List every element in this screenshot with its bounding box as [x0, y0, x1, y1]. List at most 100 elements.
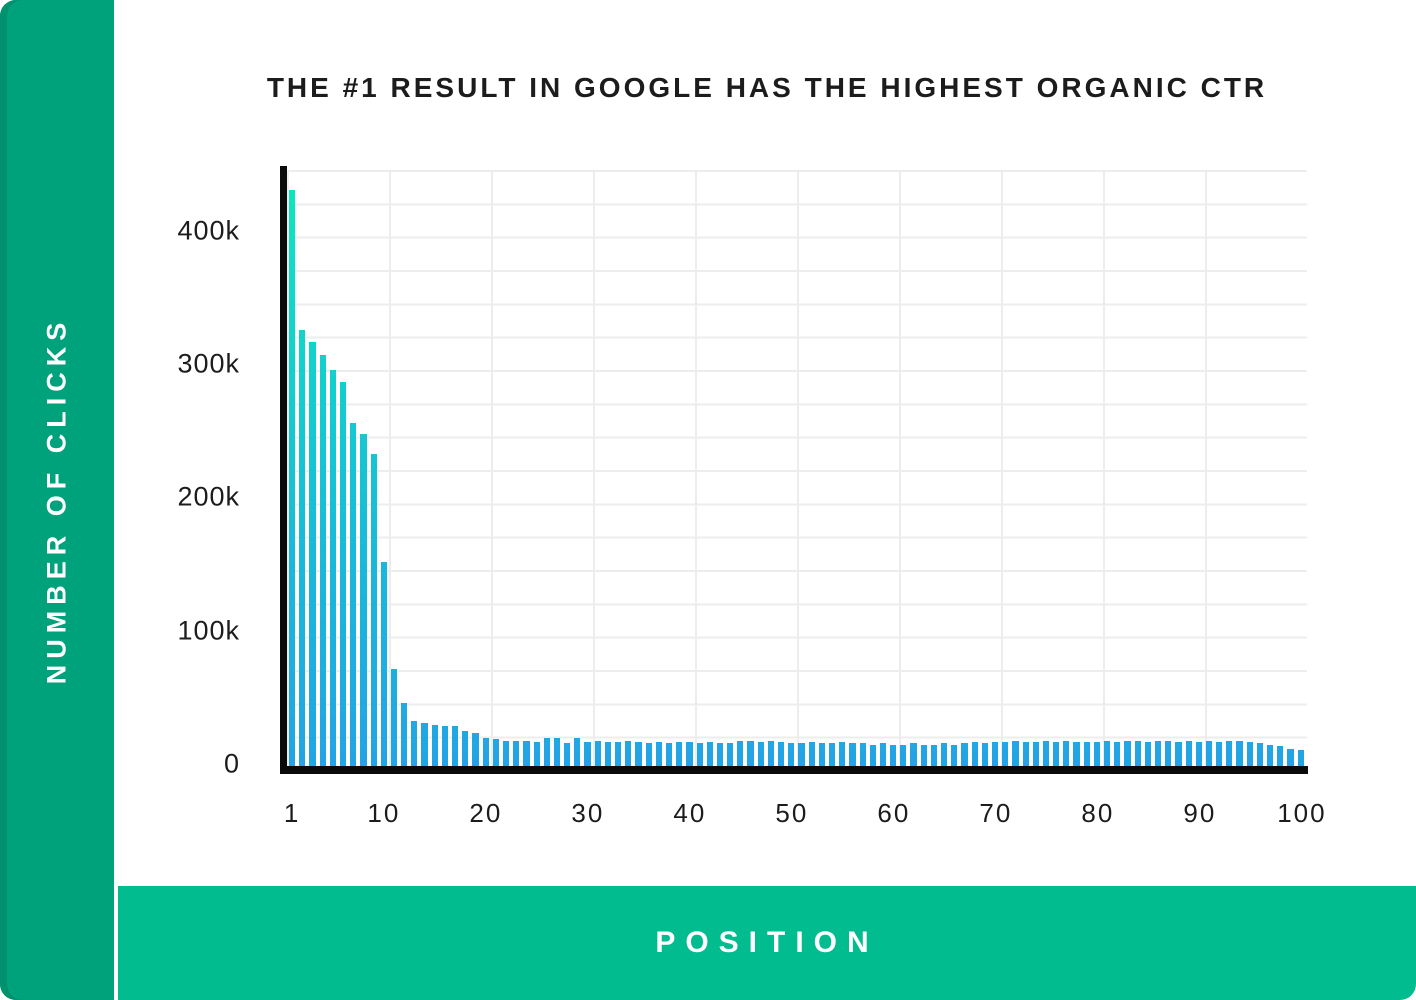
bar-position-98 — [1277, 746, 1284, 770]
bar-position-31 — [594, 740, 601, 770]
bar-position-27 — [553, 738, 561, 770]
bar-position-10 — [380, 562, 387, 770]
bar-position-70 — [991, 742, 999, 770]
y-tick-label: 400k — [177, 215, 240, 246]
bar-position-21 — [492, 739, 499, 770]
bar-position-77 — [1063, 740, 1070, 770]
bar-position-71 — [1002, 742, 1009, 770]
x-tick-label: 50 — [775, 798, 809, 828]
bar-position-44 — [727, 743, 734, 770]
bar-position-3 — [309, 342, 316, 770]
bar-position-54 — [828, 743, 836, 770]
bars — [287, 170, 1307, 770]
bar-position-85 — [1144, 742, 1151, 770]
bar-position-83 — [1124, 740, 1131, 770]
bar-position-1 — [289, 190, 296, 770]
bar-position-22 — [502, 740, 510, 770]
bar-position-97 — [1267, 744, 1274, 770]
bar-position-60 — [890, 744, 897, 770]
x-axis-banner: POSITION — [118, 886, 1416, 1000]
y-axis-line — [280, 166, 287, 774]
bar-position-33 — [615, 742, 622, 770]
bar-position-99 — [1287, 748, 1294, 770]
bar-position-53 — [818, 743, 825, 770]
y-tick-label: 0 — [223, 748, 240, 779]
bar-position-79 — [1083, 742, 1090, 770]
bar-position-18 — [462, 731, 469, 770]
y-tick-label: 100k — [177, 615, 240, 646]
bar-position-15 — [431, 724, 438, 770]
bar-position-35 — [635, 742, 642, 770]
bar-position-69 — [981, 743, 988, 770]
bar-position-6 — [339, 382, 347, 770]
x-axis-title: POSITION — [655, 926, 879, 959]
x-tick-label: 30 — [571, 798, 605, 828]
bar-position-61 — [900, 744, 907, 770]
bar-position-16 — [441, 726, 448, 770]
y-tick-label: 300k — [177, 348, 240, 379]
bar-position-5 — [329, 370, 336, 770]
bar-position-51 — [798, 743, 805, 770]
bar-position-78 — [1073, 742, 1080, 770]
x-tick-label: 90 — [1183, 798, 1217, 828]
bar-position-96 — [1256, 743, 1263, 770]
bar-position-76 — [1053, 742, 1060, 770]
bar-position-36 — [645, 743, 652, 770]
bar-position-9 — [370, 454, 377, 770]
bar-position-87 — [1165, 740, 1172, 770]
bar-position-65 — [941, 743, 948, 770]
bar-position-66 — [951, 744, 958, 770]
bar-position-14 — [421, 723, 428, 770]
y-tick-label: 200k — [177, 481, 240, 512]
x-tick-label: 1 — [283, 798, 301, 828]
bar-position-47 — [757, 742, 764, 770]
y-axis-banner: NUMBER OF CLICKS — [0, 0, 114, 1000]
bar-position-56 — [849, 743, 856, 770]
bar-position-63 — [920, 744, 927, 770]
bar-position-28 — [564, 743, 571, 770]
bar-position-55 — [839, 742, 846, 770]
bar-position-7 — [350, 423, 357, 770]
bar-position-64 — [930, 744, 937, 770]
bar-position-68 — [971, 742, 978, 770]
bar-position-94 — [1236, 740, 1243, 770]
bar-position-72 — [1012, 740, 1019, 770]
bar-position-100 — [1297, 750, 1304, 770]
bar-position-42 — [706, 742, 713, 770]
bar-position-17 — [452, 726, 459, 770]
bar-position-29 — [574, 738, 581, 770]
x-tick-label: 60 — [877, 798, 911, 828]
x-tick-label: 10 — [367, 798, 401, 828]
bar-position-48 — [767, 740, 774, 770]
bar-position-74 — [1032, 742, 1039, 770]
bar-position-32 — [604, 742, 611, 770]
bar-position-73 — [1022, 742, 1029, 770]
bar-position-8 — [360, 434, 367, 770]
x-tick-label: 20 — [469, 798, 503, 828]
bar-position-41 — [696, 743, 703, 770]
x-tick-label: 100 — [1277, 798, 1327, 828]
bar-position-95 — [1246, 742, 1253, 770]
bar-position-2 — [299, 330, 306, 770]
bar-position-92 — [1216, 742, 1223, 770]
bar-position-40 — [686, 742, 693, 770]
bar-position-75 — [1042, 740, 1050, 770]
bar-position-38 — [665, 743, 673, 770]
bar-position-59 — [879, 743, 887, 770]
x-axis-line — [280, 766, 1308, 774]
bar-position-86 — [1154, 740, 1162, 770]
bar-position-57 — [859, 743, 866, 770]
plot-area — [287, 170, 1307, 770]
y-ticks: 400k 300k 200k 100k 0 — [100, 170, 240, 778]
bar-position-26 — [543, 738, 550, 770]
bar-position-67 — [961, 743, 968, 770]
bar-position-80 — [1093, 742, 1100, 770]
bar-position-34 — [625, 740, 632, 770]
chart-title: THE #1 RESULT IN GOOGLE HAS THE HIGHEST … — [266, 72, 1268, 103]
bar-position-37 — [655, 742, 662, 770]
bar-position-81 — [1104, 740, 1111, 770]
bar-position-45 — [737, 740, 744, 770]
bar-position-25 — [533, 742, 540, 770]
bar-position-39 — [676, 742, 683, 770]
